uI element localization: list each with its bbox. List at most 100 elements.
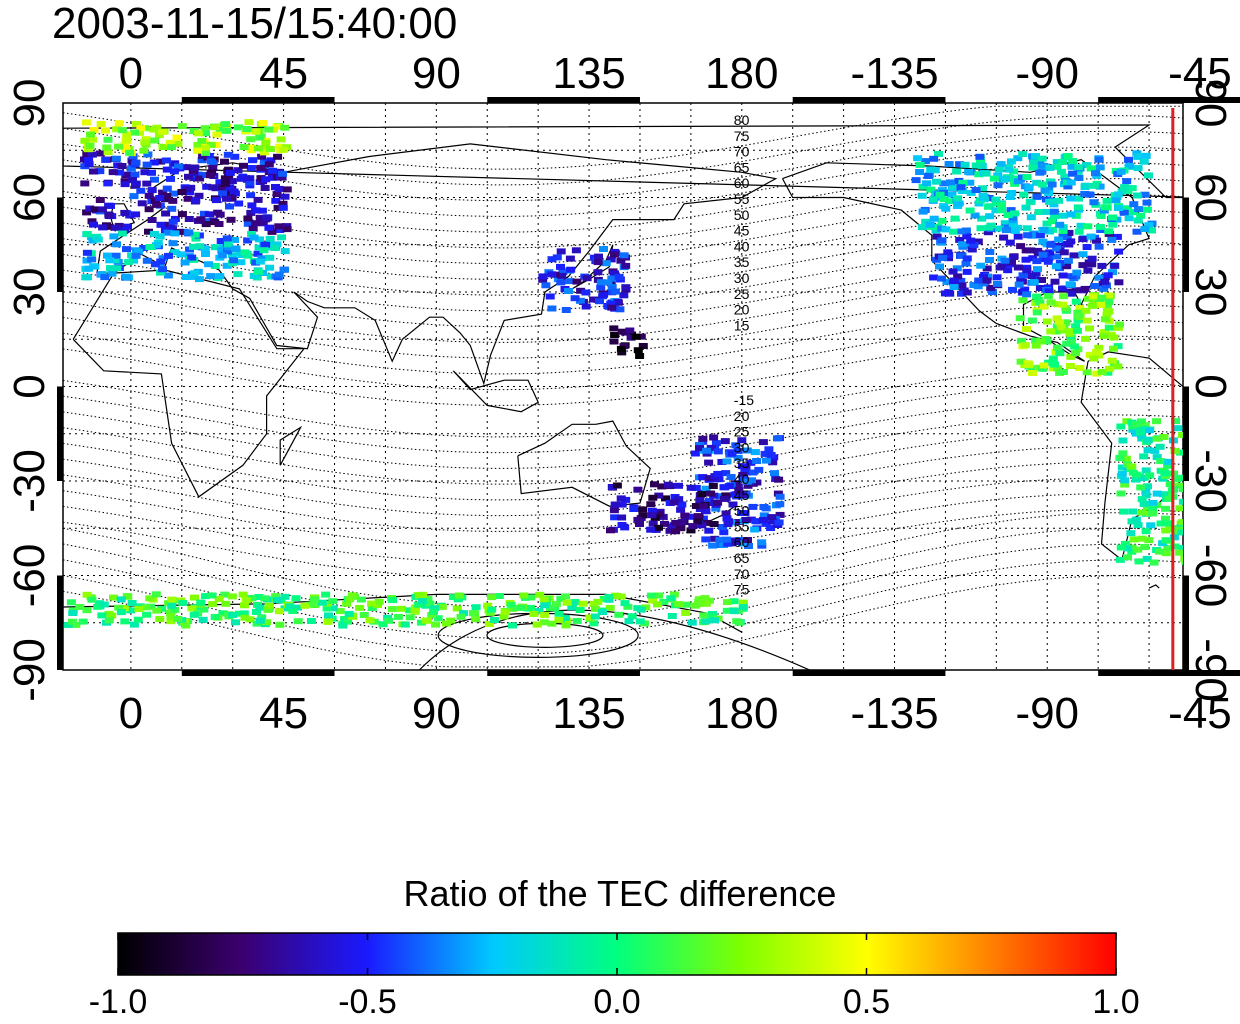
tec-cell bbox=[1095, 183, 1105, 190]
tec-cell bbox=[1021, 256, 1031, 263]
tec-cell bbox=[1080, 191, 1090, 197]
tec-cell bbox=[1068, 170, 1078, 177]
tec-cell bbox=[1139, 158, 1149, 165]
tec-cell bbox=[1032, 258, 1042, 265]
tec-cell bbox=[718, 524, 728, 530]
tec-cell bbox=[356, 596, 366, 603]
tec-cell bbox=[1000, 220, 1010, 227]
tec-cell bbox=[133, 248, 143, 255]
tec-cell bbox=[1175, 505, 1183, 512]
tick-bar-left bbox=[57, 386, 63, 481]
tec-cell bbox=[1043, 258, 1053, 265]
tec-cell bbox=[1027, 273, 1037, 279]
tec-cell bbox=[1118, 450, 1128, 457]
tec-cell bbox=[213, 209, 223, 216]
tec-cell bbox=[1031, 337, 1041, 344]
tec-cell bbox=[962, 233, 972, 240]
tec-cell bbox=[982, 277, 992, 284]
tec-cell bbox=[988, 289, 997, 296]
tec-cell bbox=[397, 605, 406, 612]
tec-cell bbox=[743, 537, 752, 543]
tec-cell bbox=[208, 165, 218, 171]
tec-cell bbox=[612, 592, 622, 599]
tec-cell bbox=[1178, 544, 1183, 551]
tec-cell bbox=[1178, 519, 1183, 526]
tec-cell bbox=[1144, 172, 1153, 179]
tec-cell bbox=[227, 593, 237, 600]
tec-cell bbox=[967, 246, 977, 253]
tec-cell bbox=[984, 195, 994, 201]
tec-cell bbox=[114, 604, 124, 611]
tec-cell bbox=[1152, 435, 1162, 442]
tec-cell bbox=[733, 519, 743, 525]
tick-label-left: 60 bbox=[5, 173, 54, 222]
tec-cell bbox=[235, 610, 244, 617]
tec-cell bbox=[1016, 337, 1026, 344]
right-latitude-tick-labels: 90 60 30 0 -30 -60 -90 bbox=[1186, 79, 1235, 702]
tec-cell bbox=[63, 621, 73, 628]
tec-cell bbox=[117, 163, 127, 169]
tec-cell bbox=[1051, 263, 1061, 270]
tec-cell bbox=[259, 149, 269, 156]
tec-cell bbox=[1027, 317, 1037, 324]
tec-cell bbox=[1022, 326, 1031, 332]
coastline bbox=[452, 370, 539, 413]
tec-cell bbox=[985, 249, 995, 255]
colorbar-tick-marks bbox=[117, 933, 1117, 975]
tec-cell bbox=[487, 606, 497, 613]
tec-cell bbox=[744, 543, 753, 549]
tec-cell bbox=[160, 196, 170, 203]
tec-cell bbox=[210, 124, 220, 131]
tec-cell bbox=[167, 596, 177, 603]
tec-cell bbox=[1022, 174, 1032, 180]
tec-cell bbox=[731, 539, 741, 545]
tec-cell bbox=[193, 141, 203, 148]
tec-cell bbox=[1031, 153, 1040, 160]
tec-cell bbox=[581, 289, 591, 296]
contour-line bbox=[63, 430, 1183, 501]
tec-cell bbox=[280, 193, 290, 200]
tec-cell bbox=[431, 621, 441, 628]
tec-cell bbox=[115, 169, 125, 176]
contour-line bbox=[63, 335, 1183, 406]
tec-cell bbox=[913, 155, 923, 162]
tec-cell bbox=[265, 254, 275, 261]
tec-cell bbox=[231, 245, 241, 252]
tec-cell bbox=[429, 608, 438, 615]
contour-labels: 8075706560555045403530252015-15202530354… bbox=[734, 112, 754, 598]
tec-cell bbox=[208, 184, 218, 191]
tec-cell bbox=[1120, 481, 1130, 488]
tec-cell bbox=[1161, 537, 1171, 544]
tick-bar-right bbox=[1183, 197, 1189, 292]
tec-cell bbox=[433, 615, 443, 622]
tec-cell bbox=[280, 266, 289, 273]
tec-cell bbox=[1111, 197, 1121, 204]
tec-cell bbox=[723, 521, 733, 528]
tec-cell bbox=[246, 165, 256, 171]
tec-cell bbox=[1142, 206, 1152, 213]
tec-cell bbox=[201, 593, 210, 600]
tick-bar-top bbox=[1098, 97, 1240, 103]
tec-cell bbox=[261, 140, 271, 146]
tec-cell bbox=[1163, 545, 1173, 552]
tick-label-top: -90 bbox=[1015, 49, 1079, 98]
tec-cell bbox=[108, 169, 118, 176]
tec-cell bbox=[1102, 197, 1112, 204]
tec-cell bbox=[958, 241, 968, 248]
tec-cell bbox=[143, 151, 153, 158]
tec-cell bbox=[158, 266, 167, 273]
tec-cell bbox=[95, 197, 105, 203]
tec-cell bbox=[590, 613, 600, 620]
tec-cell bbox=[719, 529, 729, 536]
tec-cell bbox=[748, 503, 758, 510]
tec-cell bbox=[721, 510, 731, 517]
tec-cell bbox=[129, 257, 139, 264]
tec-cell bbox=[246, 136, 256, 143]
tick-bar-top bbox=[487, 97, 640, 103]
tec-cell bbox=[240, 614, 250, 621]
tec-cell bbox=[1178, 498, 1183, 505]
tec-cell bbox=[1143, 437, 1153, 444]
tec-cell bbox=[969, 282, 979, 288]
tec-cell bbox=[167, 205, 177, 212]
tec-cell bbox=[344, 610, 354, 617]
